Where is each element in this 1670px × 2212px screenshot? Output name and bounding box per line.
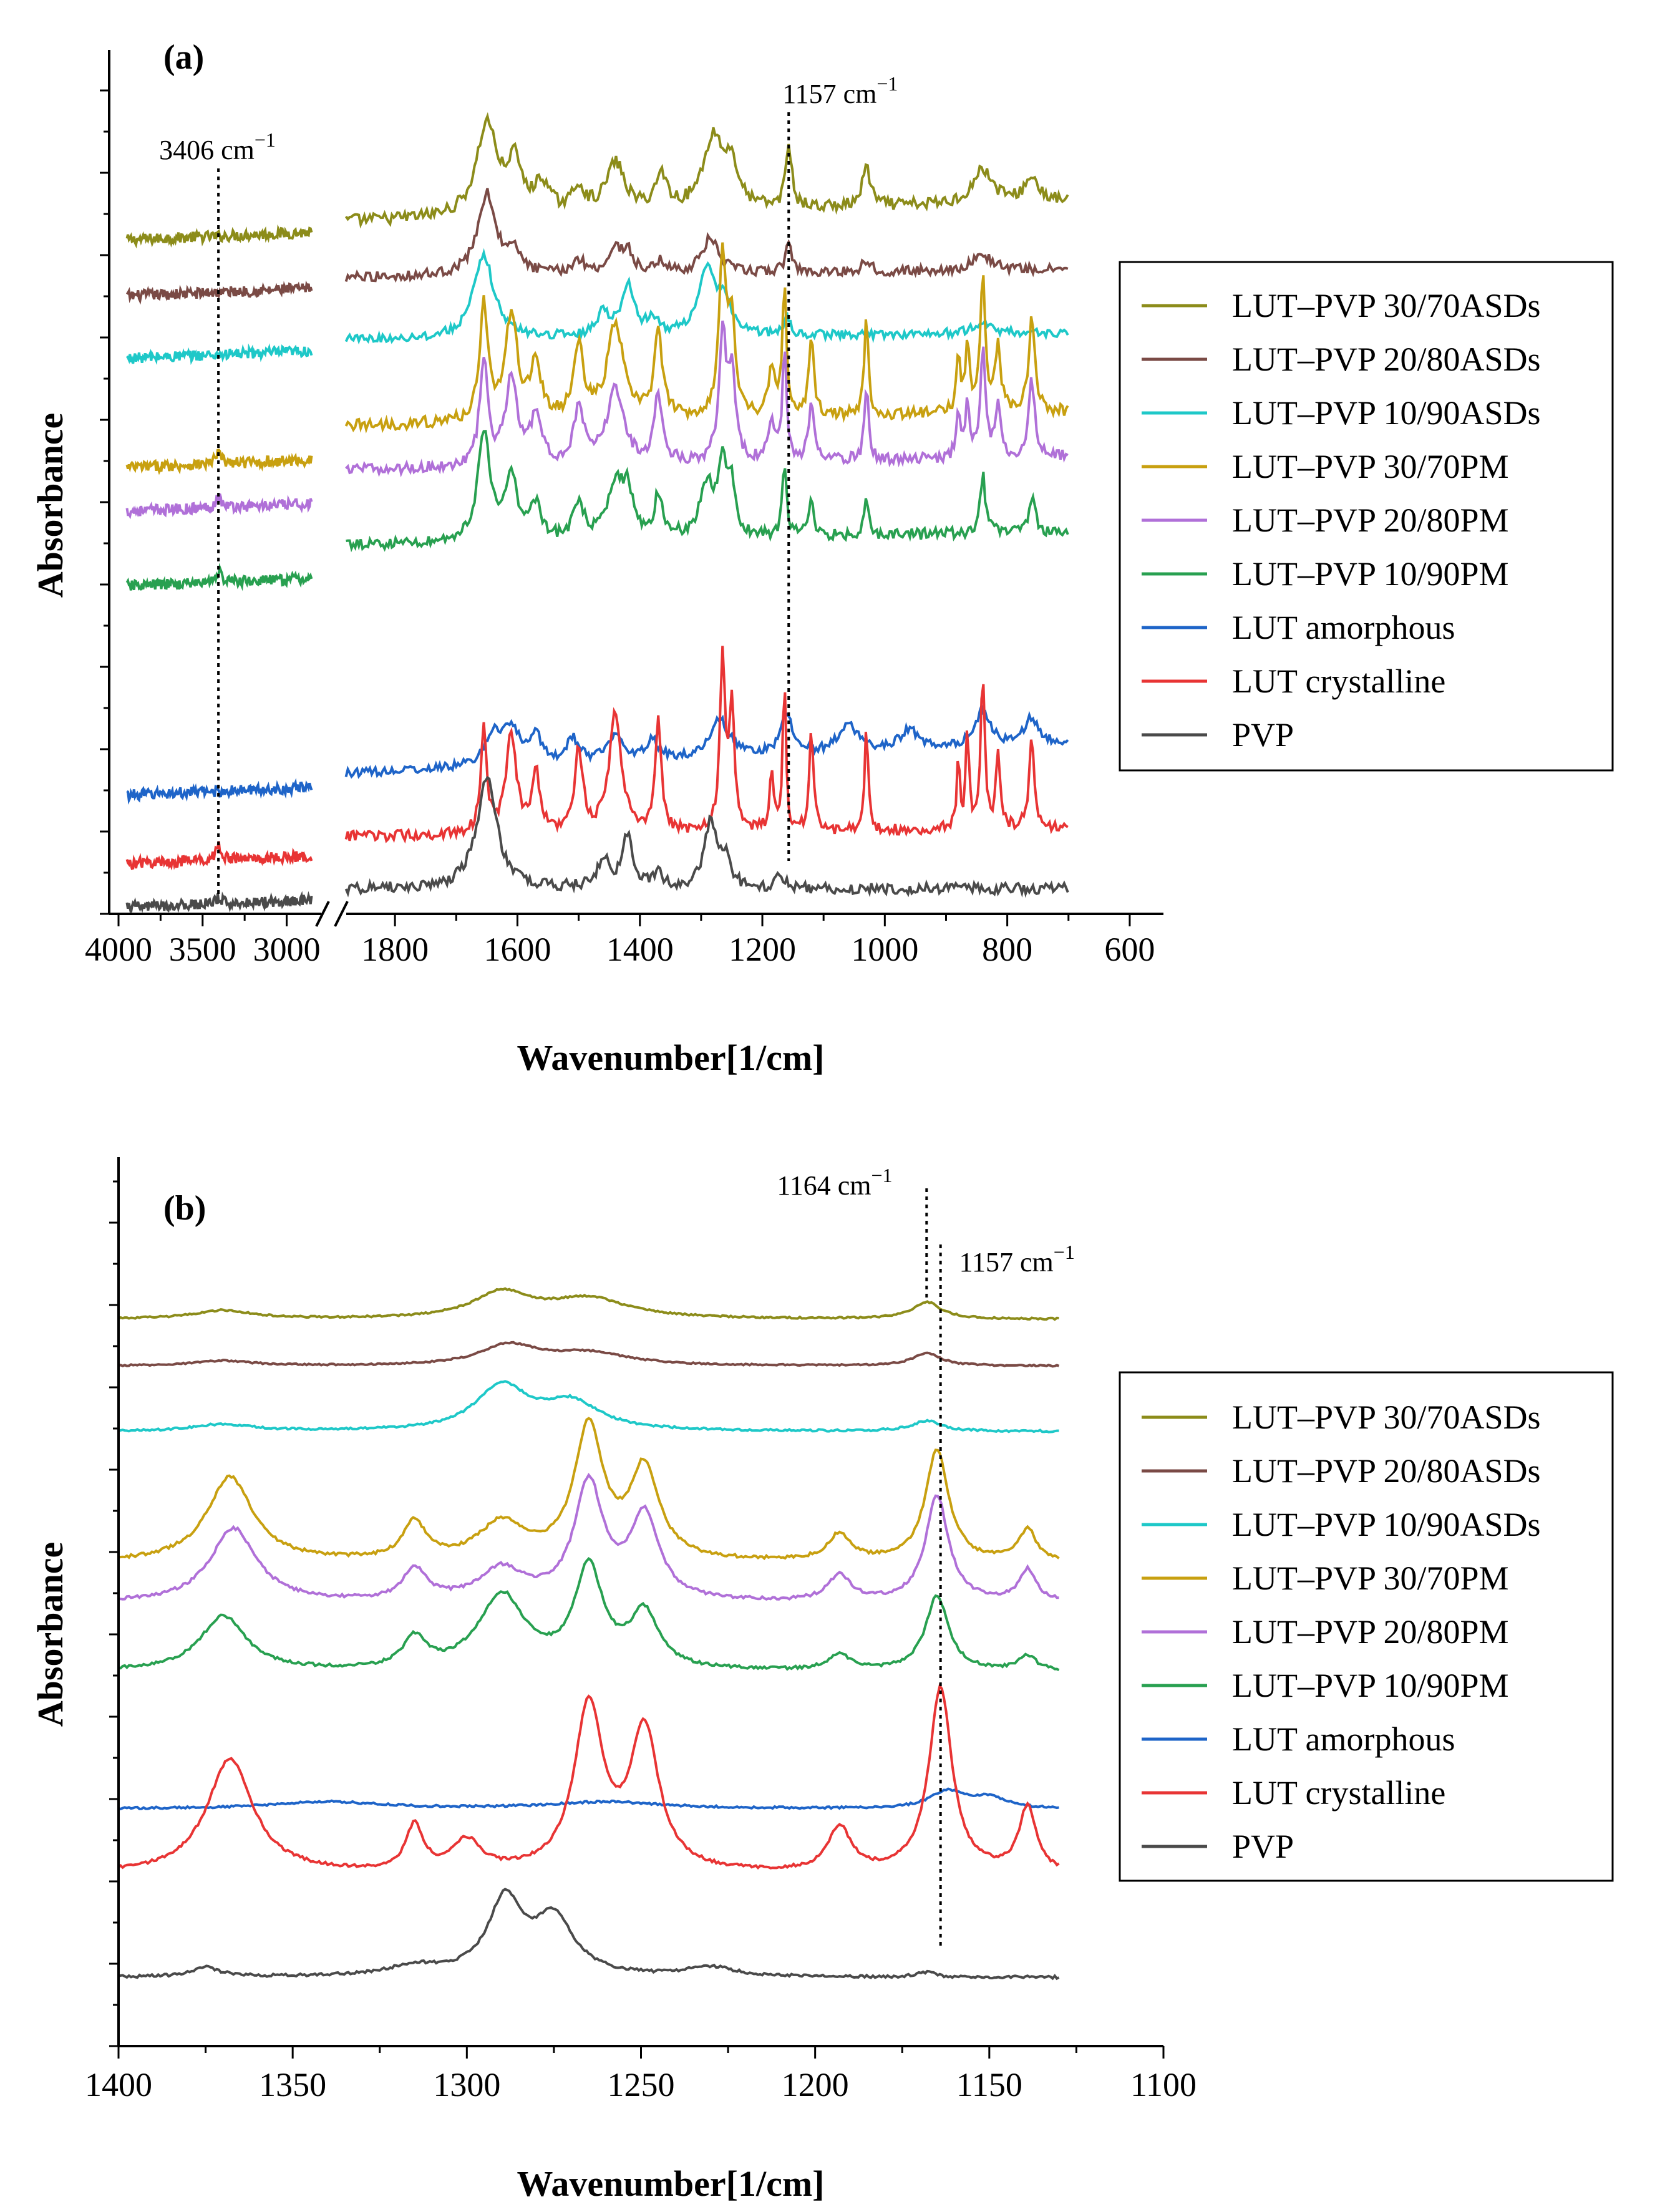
- series-line-1: [118, 1341, 1060, 1368]
- panel-a-legend-box: [1119, 261, 1614, 772]
- series-line-0: [118, 1287, 1059, 1321]
- x-tick-label: 1200: [729, 931, 796, 968]
- series-line-7: [117, 1682, 1060, 1870]
- series-line-8-high-range: [125, 891, 313, 913]
- annotation-1164-superscript: −1: [871, 1164, 892, 1186]
- legend-label: LUT crystalline: [1232, 1774, 1445, 1812]
- legend-label: LUT crystalline: [1232, 662, 1445, 700]
- x-tick-label: 1000: [851, 931, 918, 968]
- x-tick-label: 1350: [259, 2066, 326, 2103]
- panel-b-x-axis-title: Wavenumber[1/cm]: [517, 2163, 825, 2204]
- legend-label: LUT amorphous: [1232, 1720, 1455, 1758]
- series-line-4: [345, 320, 1069, 478]
- x-tick-label: 600: [1104, 931, 1155, 968]
- legend-label: PVP: [1232, 716, 1294, 754]
- x-tick-label: 3500: [169, 931, 236, 968]
- series-line-6: [344, 701, 1069, 779]
- panel-a-x-axis-title: Wavenumber[1/cm]: [517, 1037, 825, 1078]
- x-tick-label: 1400: [85, 2066, 152, 2103]
- panel-a-axes: 4000 3500 3000 1800 1600 1400 1200 1000 800 600: [85, 50, 1163, 968]
- series-line-3: [118, 1417, 1060, 1561]
- annotation-1157-superscript: −1: [876, 72, 898, 95]
- series-line-2: [344, 248, 1069, 345]
- series-line-7: [344, 646, 1069, 844]
- legend-label: LUT–PVP 20/80PM: [1232, 502, 1509, 539]
- x-tick-label: 4000: [85, 931, 152, 968]
- annotation-3406-superscript: −1: [255, 129, 276, 151]
- panel-a-label: (a): [163, 38, 204, 77]
- series-line-2: [118, 1380, 1059, 1433]
- legend-label: LUT–PVP 20/80PM: [1232, 1613, 1509, 1651]
- legend-label: LUT–PVP 30/70PM: [1232, 1560, 1509, 1597]
- series-line-0: [344, 112, 1069, 229]
- legend-label: LUT–PVP 10/90ASDs: [1232, 1506, 1541, 1543]
- x-tick-label: 1250: [608, 2066, 675, 2103]
- panel-b-label: (b): [163, 1189, 206, 1228]
- x-tick-label: 1200: [782, 2066, 849, 2103]
- annotation-1157-superscript: −1: [1054, 1241, 1075, 1263]
- x-tick-label: 1400: [606, 931, 674, 968]
- legend-label: LUT–PVP 30/70PM: [1232, 448, 1509, 485]
- legend-label: LUT–PVP 10/90ASDs: [1232, 394, 1541, 432]
- panel-a-y-axis-title: Absorbance: [30, 413, 70, 598]
- series-line-4-high-range: [125, 493, 313, 520]
- panel-b-axes: 1400 1350 1300 1250 1200 1150 1100: [85, 1157, 1197, 2103]
- series-line-8: [344, 775, 1069, 898]
- legend-label: LUT–PVP 30/70ASDs: [1232, 1399, 1541, 1436]
- panel-b-legend: LUT–PVP 30/70ASDs LUT–PVP 20/80ASDs LUT–PV…: [1119, 1371, 1614, 1882]
- series-line-8: [118, 1888, 1060, 1981]
- legend-label: LUT–PVP 20/80ASDs: [1232, 341, 1541, 378]
- panel-a-series: [125, 112, 1069, 913]
- series-line-6: [118, 1787, 1059, 1811]
- series-line-2-high-range: [125, 343, 313, 366]
- panel-b-series: [117, 1287, 1060, 1981]
- legend-label: PVP: [1232, 1828, 1294, 1865]
- x-tick-label: 3000: [253, 931, 321, 968]
- panel-b: 1400 1350 1300 1250 1200 1150 1100 (b) Wavenum…: [30, 1157, 1614, 2204]
- series-line-5: [346, 430, 1069, 553]
- series-line-3: [344, 242, 1069, 434]
- series-line-3-high-range: [125, 448, 313, 475]
- x-tick-label: 1300: [433, 2066, 500, 2103]
- panel-a: 4000 3500 3000 1800 1600 1400 1200 1000 800 600 (…: [30, 38, 1614, 1078]
- legend-label: LUT–PVP 20/80ASDs: [1232, 1452, 1541, 1490]
- x-tick-label: 1150: [956, 2066, 1022, 2103]
- legend-label: LUT amorphous: [1232, 609, 1455, 646]
- axis-break-mark: [315, 901, 330, 927]
- legend-label: LUT–PVP 30/70ASDs: [1232, 287, 1541, 324]
- legend-label: LUT–PVP 10/90PM: [1232, 555, 1509, 593]
- legend-label: LUT–PVP 10/90PM: [1232, 1667, 1509, 1704]
- series-line-4: [119, 1473, 1059, 1601]
- x-tick-label: 1100: [1130, 2066, 1197, 2103]
- panel-b-y-axis-title: Absorbance: [30, 1542, 70, 1727]
- series-line-1: [344, 188, 1069, 283]
- x-tick-label: 1800: [361, 931, 429, 968]
- series-line-5-high-range: [125, 563, 313, 591]
- panel-b-legend-box: [1119, 1371, 1614, 1882]
- series-line-5: [118, 1556, 1060, 1672]
- panel-a-legend: LUT–PVP 30/70ASDs LUT–PVP 20/80ASDs LUT–PV…: [1119, 261, 1614, 772]
- x-tick-label: 1600: [483, 931, 551, 968]
- x-tick-label: 800: [982, 931, 1032, 968]
- axis-break-mark: [334, 901, 349, 927]
- series-line-7-high-range: [125, 841, 313, 871]
